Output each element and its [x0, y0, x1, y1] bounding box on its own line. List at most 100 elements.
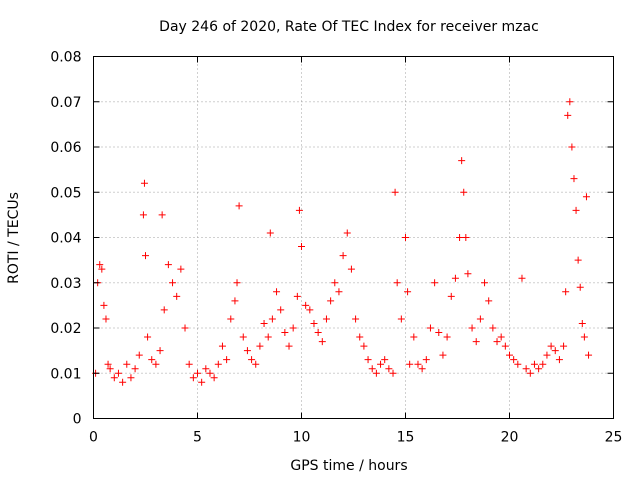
data-point: [210, 374, 218, 382]
data-point: [356, 333, 364, 341]
data-point: [314, 329, 322, 337]
data-point: [489, 324, 497, 332]
data-point: [576, 283, 584, 291]
y-tick-label: 0.05: [50, 185, 81, 201]
data-point: [343, 229, 351, 237]
data-point: [214, 360, 222, 368]
data-point: [293, 292, 301, 300]
data-point: [476, 315, 484, 323]
x-axis-label: GPS time / hours: [290, 458, 407, 474]
data-point: [347, 265, 355, 273]
data-point: [410, 333, 418, 341]
data-point: [104, 360, 112, 368]
axis-ticks: [93, 56, 614, 419]
data-point: [435, 329, 443, 337]
data-point: [472, 338, 480, 346]
data-point: [439, 351, 447, 359]
data-point: [580, 333, 588, 341]
data-point: [404, 288, 412, 296]
data-point: [231, 297, 239, 305]
data-point: [543, 351, 551, 359]
data-point: [156, 347, 164, 355]
data-point: [368, 365, 376, 373]
y-tick-label: 0.07: [50, 95, 81, 111]
data-point: [260, 319, 268, 327]
x-tick-label: 15: [397, 430, 415, 446]
data-point: [100, 301, 108, 309]
data-point: [485, 297, 493, 305]
data-point: [564, 111, 572, 119]
y-tick-label: 0: [73, 412, 82, 428]
data-point: [306, 306, 314, 314]
data-point: [539, 360, 547, 368]
data-point: [431, 279, 439, 287]
data-point: [202, 365, 210, 373]
data-point: [248, 356, 256, 364]
data-point: [273, 288, 281, 296]
y-tick-labels: 0 0.01 0.02 0.03 0.04 0.05 0.06 0.07 0.08: [50, 50, 81, 428]
data-point: [177, 265, 185, 273]
data-point: [526, 369, 534, 377]
data-point: [264, 333, 272, 341]
data-point: [574, 256, 582, 264]
data-point: [464, 270, 472, 278]
data-point: [233, 279, 241, 287]
data-point: [239, 333, 247, 341]
data-point: [566, 98, 574, 106]
data-point: [501, 342, 509, 350]
x-tick-label: 20: [501, 430, 519, 446]
data-point: [397, 315, 405, 323]
data-point: [458, 157, 466, 165]
data-point: [422, 356, 430, 364]
data-point: [381, 356, 389, 364]
data-point: [119, 378, 127, 386]
data-point: [506, 351, 513, 359]
data-point: [169, 279, 177, 287]
data-point: [139, 211, 147, 219]
data-point: [582, 193, 590, 201]
data-point: [110, 374, 118, 382]
data-point: [102, 315, 110, 323]
data-point: [402, 234, 409, 241]
data-point: [391, 188, 399, 196]
data-point: [481, 279, 489, 287]
grid-lines: [93, 56, 614, 419]
data-point: [144, 333, 152, 341]
data-point: [555, 356, 563, 364]
data-point: [562, 288, 570, 296]
y-tick-label: 0.02: [50, 321, 81, 337]
data-point: [318, 338, 326, 346]
data-point: [131, 365, 139, 373]
x-tick-label: 5: [193, 430, 202, 446]
data-point: [393, 279, 401, 287]
data-point: [331, 279, 339, 287]
data-point: [181, 324, 189, 332]
data-point: [418, 365, 426, 373]
data-point: [194, 369, 201, 377]
data-point: [206, 369, 214, 377]
data-point: [266, 229, 274, 237]
data-point: [135, 351, 143, 359]
data-point: [114, 369, 122, 377]
data-point: [289, 324, 297, 332]
data-point: [389, 369, 397, 377]
data-point: [198, 378, 206, 386]
x-tick-label: 10: [293, 430, 311, 446]
data-point: [218, 342, 226, 350]
x-tick-label: 0: [89, 430, 98, 446]
data-point: [510, 356, 518, 364]
data-point: [252, 360, 260, 368]
data-point: [547, 342, 555, 350]
y-tick-label: 0.06: [50, 140, 81, 156]
data-point: [142, 252, 149, 260]
data-point: [243, 347, 251, 355]
data-point: [518, 274, 526, 282]
data-point: [189, 374, 197, 382]
data-point: [372, 369, 380, 377]
data-point: [123, 360, 131, 368]
data-points: [92, 98, 593, 386]
data-point: [551, 347, 559, 355]
data-point: [158, 211, 166, 219]
chart-title: Day 246 of 2020, Rate Of TEC Index for r…: [159, 19, 539, 35]
data-point: [152, 360, 160, 368]
